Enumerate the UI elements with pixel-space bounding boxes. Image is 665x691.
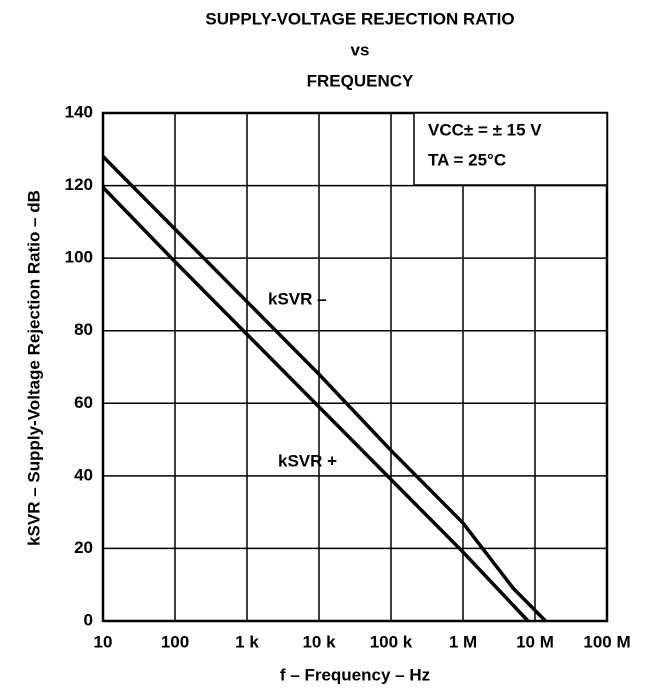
chart-title: FREQUENCY [307, 71, 414, 90]
y-tick-label: 120 [65, 175, 93, 194]
x-tick-label: 100 k [370, 632, 413, 651]
y-tick-label: 40 [74, 465, 93, 484]
y-axis-label: kSVR – Supply-Voltage Rejection Ratio – … [24, 190, 43, 546]
annotation: TA = 25°C [428, 150, 506, 169]
x-tick-label: 100 M [583, 632, 630, 651]
y-tick-label: 100 [65, 248, 93, 267]
data-line [101, 155, 547, 623]
data-line [101, 186, 530, 623]
y-tick-label: 80 [74, 320, 93, 339]
y-tick-label: 20 [74, 538, 93, 557]
x-tick-label: 100 [161, 632, 189, 651]
annotation-box [413, 112, 608, 186]
x-tick-label: 10 [94, 632, 113, 651]
annotation: VCC± = ± 15 V [428, 120, 542, 139]
y-tick-label: 0 [84, 610, 93, 629]
x-tick-label: 1 k [235, 632, 259, 651]
x-tick-label: 10 k [302, 632, 336, 651]
x-tick-label: 10 M [516, 632, 554, 651]
x-axis-label: f – Frequency – Hz [280, 665, 430, 684]
y-tick-label: 140 [65, 102, 93, 121]
x-tick-label: 1 M [449, 632, 477, 651]
y-tick-label: 60 [74, 393, 93, 412]
series-label: kSVR – [268, 289, 327, 308]
series-label: kSVR + [278, 451, 337, 470]
chart-title: SUPPLY-VOLTAGE REJECTION RATIO [205, 9, 514, 28]
plot-frame [101, 111, 609, 623]
chart-title: vs [351, 40, 370, 59]
